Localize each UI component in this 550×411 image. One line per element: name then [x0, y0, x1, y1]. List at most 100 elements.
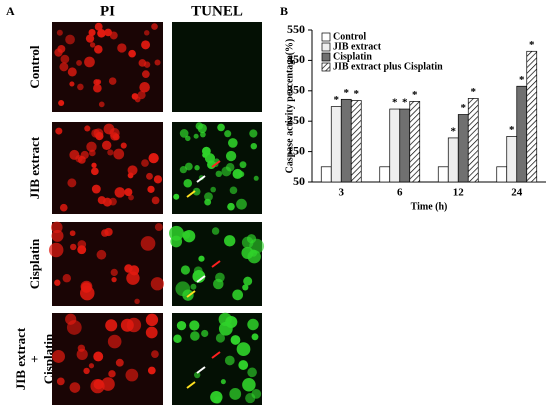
panel-b: B 50 150 250 350 450 550 Caspase activity perce…: [280, 4, 546, 212]
cell: [250, 142, 258, 150]
cell: [192, 187, 201, 196]
cell: [215, 170, 223, 178]
cell: [114, 187, 126, 198]
cell: [249, 249, 258, 257]
arrow: [211, 160, 221, 168]
y-tick-label: 150: [287, 143, 305, 157]
cell: [101, 377, 115, 391]
column-header: PI: [100, 3, 115, 19]
cell: [134, 298, 140, 305]
cell: [140, 236, 156, 251]
cell: [96, 249, 107, 260]
cell: [75, 155, 83, 163]
cell: [253, 175, 259, 181]
bar: [437, 166, 449, 183]
x-tick-label: 24: [511, 187, 523, 199]
cell: [70, 243, 77, 251]
cell: [145, 313, 159, 327]
cell: [67, 178, 77, 188]
bar: [467, 98, 479, 183]
cell: [236, 198, 247, 210]
cell: [128, 194, 134, 201]
cell: [56, 29, 63, 36]
bar: [496, 166, 508, 183]
cell: [198, 255, 205, 262]
y-axis-label: Caspase activity percentage(%): [284, 39, 295, 174]
legend-swatch: [321, 52, 331, 62]
cell: [84, 56, 95, 68]
bar: [350, 100, 362, 183]
cell: [126, 271, 140, 285]
cell: [141, 40, 151, 50]
cell: [146, 172, 153, 180]
bar: [399, 108, 411, 183]
cell: [173, 193, 180, 200]
cell: [185, 135, 191, 142]
cell: [69, 81, 75, 87]
cell: [179, 129, 189, 138]
cell: [220, 379, 226, 385]
bar: [379, 166, 391, 183]
cell: [62, 274, 71, 283]
cell: [107, 334, 122, 349]
cell: [246, 234, 257, 244]
cell: [236, 342, 251, 356]
significance-marker: *: [471, 86, 477, 98]
cell: [151, 350, 159, 359]
legend-label: JIB extract: [333, 41, 382, 52]
cell: [57, 44, 66, 53]
cell: [247, 318, 259, 331]
column-header: TUNEL: [191, 3, 243, 19]
cell: [83, 367, 90, 375]
cell: [182, 230, 191, 239]
cell: [69, 382, 81, 393]
cell: [225, 150, 237, 162]
cell: [124, 264, 133, 273]
cell: [69, 230, 76, 237]
cell: [170, 235, 183, 248]
bar: [457, 114, 469, 183]
cell: [85, 34, 95, 43]
cell: [51, 229, 64, 242]
cell: [55, 127, 63, 135]
cell: [204, 192, 213, 202]
cell: [243, 276, 253, 286]
cell: [224, 235, 236, 247]
arrow: [196, 175, 206, 183]
cell: [201, 146, 211, 156]
cell: [151, 23, 158, 30]
cell: [238, 171, 245, 178]
cell: [125, 368, 139, 382]
significance-marker: *: [529, 39, 535, 51]
x-axis-label: Time (h): [411, 201, 448, 212]
cell: [65, 313, 77, 325]
significance-marker: *: [412, 89, 418, 101]
significance-marker: *: [334, 94, 340, 106]
cell: [60, 54, 70, 64]
cell: [108, 370, 116, 378]
bar: [409, 101, 421, 183]
bar: [340, 98, 352, 183]
cell: [52, 350, 65, 363]
cell: [81, 282, 92, 293]
x-tick-label: 3: [339, 187, 345, 199]
cell: [48, 242, 64, 258]
cell: [173, 334, 182, 344]
cell: [214, 396, 222, 404]
bar: [320, 166, 332, 183]
arrow: [186, 190, 196, 198]
cell: [91, 128, 100, 138]
row-label: JIB extract: [13, 327, 28, 390]
cell: [138, 59, 147, 67]
cell: [104, 227, 113, 237]
cell: [59, 203, 68, 212]
cell: [224, 355, 235, 366]
cell: [110, 268, 118, 277]
cell: [101, 140, 112, 151]
bar: [389, 108, 401, 183]
row-label: Cisplatin: [27, 238, 42, 289]
cell: [128, 49, 136, 58]
micrograph: [172, 22, 262, 112]
cell: [147, 366, 156, 375]
cell: [145, 326, 158, 339]
